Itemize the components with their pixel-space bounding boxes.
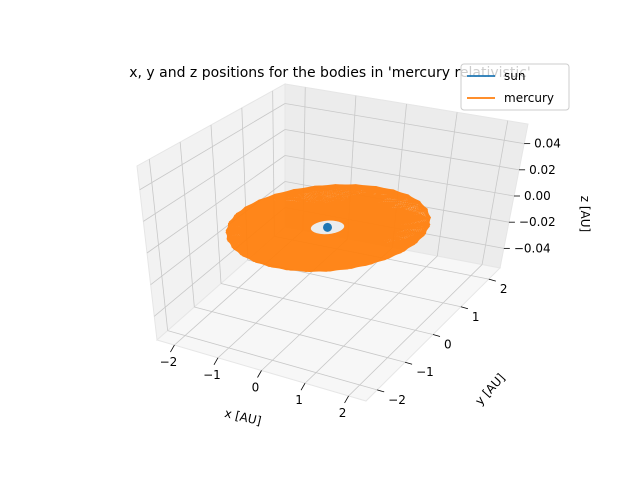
y-tick-label-2-mark — [432, 334, 441, 337]
y-tick-label-2: 0 — [444, 338, 452, 352]
grid-y-floor-1 — [194, 306, 406, 363]
y-tick-label-4-mark — [488, 278, 496, 282]
series-sun-point — [323, 222, 332, 232]
z-tick-label-1: −0.02 — [519, 215, 556, 229]
grid-z-back-2 — [284, 155, 515, 197]
data-marks — [225, 184, 432, 273]
grid-y-floor-0 — [167, 330, 378, 391]
z-tick-label-3: 0.02 — [529, 163, 556, 177]
series-mercury-orbit — [225, 184, 432, 273]
legend-label-mercury: mercury — [504, 91, 554, 105]
x-tick-label-3-mark — [300, 383, 306, 391]
x-tick-label-4-mark — [344, 395, 349, 404]
z-axis-label: z [AU] — [578, 196, 592, 232]
x-tick-label-1: −1 — [203, 368, 221, 382]
grid-z-back-4 — [284, 103, 525, 145]
axes-panes — [136, 83, 529, 402]
y-tick-label-1: −1 — [416, 365, 434, 379]
y-tick-label-0-mark — [377, 389, 385, 393]
z-tick-label-4: 0.04 — [534, 137, 561, 151]
tick-labels: −2 −1 0 1 2 −2 −1 0 1 2 −0.04 −0.02 0.00 0.02 0.04 — [160, 137, 561, 420]
z-tick-label-2: 0.00 — [524, 189, 551, 203]
grid-y-floor-2 — [220, 283, 434, 335]
grid-z-left-4 — [139, 103, 286, 191]
x-tick-label-0-mark — [170, 344, 175, 353]
pane-floor — [155, 226, 502, 402]
grid-z-back-3 — [284, 129, 520, 171]
y-tick-label-3-mark — [460, 306, 469, 310]
x-tick-label-2: 0 — [252, 381, 260, 395]
x-tick-label-2-mark — [257, 370, 262, 378]
x-axis-label: x [AU] — [223, 406, 262, 428]
grid-z-left-3 — [143, 129, 286, 222]
x-tick-label-1-mark — [213, 357, 219, 365]
chart-title: x, y and z positions for the bodies in '… — [129, 65, 531, 81]
y-tick-label-3: 1 — [472, 310, 480, 324]
y-axis-label: y [AU] — [472, 371, 507, 408]
grid-z-left-2 — [146, 155, 286, 254]
z-tick-label-0: −0.04 — [514, 241, 551, 255]
y-tick-label-4: 2 — [500, 282, 508, 296]
x-tick-label-4: 2 — [339, 406, 347, 420]
y-tick-label-0: −2 — [388, 393, 406, 407]
legend: sun mercury — [460, 63, 570, 111]
x-tick-label-3: 1 — [295, 393, 303, 407]
y-tick-label-1-mark — [404, 361, 413, 365]
x-tick-label-0: −2 — [160, 355, 178, 369]
legend-label-sun: sun — [504, 69, 525, 83]
